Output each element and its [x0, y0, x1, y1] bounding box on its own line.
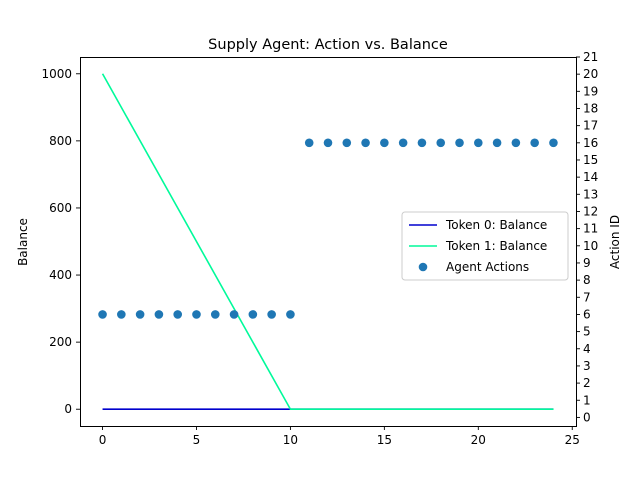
y-tick-label: 200: [49, 335, 72, 349]
action-point: [173, 310, 182, 319]
y2-tick-label: 6: [583, 307, 591, 321]
action-point: [380, 138, 389, 148]
x-tick-label: 10: [283, 433, 298, 447]
series-line-1: [101, 73, 554, 411]
action-point: [455, 138, 464, 148]
y2-tick-label: 17: [583, 119, 598, 133]
x-tick-label: 0: [99, 433, 107, 447]
x-tick-label: 20: [471, 433, 486, 447]
action-point: [154, 310, 164, 319]
action-point: [436, 138, 446, 148]
action-point: [192, 310, 201, 319]
action-point: [398, 138, 408, 148]
y2-tick-label: 15: [583, 153, 598, 167]
action-point: [304, 138, 314, 148]
y2-tick-label: 18: [583, 101, 598, 115]
y2-tick-label: 10: [583, 239, 598, 253]
y2-tick-label: 19: [583, 84, 598, 98]
legend-label: Token 1: Balance: [445, 239, 547, 253]
action-point: [323, 138, 333, 148]
y2-tick-label: 4: [583, 342, 591, 356]
y2-tick-label: 2: [583, 376, 591, 390]
y-axis-left: 0 200 400 600 800 1000: [41, 67, 80, 416]
action-point: [474, 138, 483, 148]
action-point: [117, 310, 126, 319]
action-point: [492, 138, 502, 148]
legend-label: Agent Actions: [446, 260, 529, 274]
action-point: [135, 310, 145, 319]
chart-title: Supply Agent: Action vs. Balance: [208, 37, 448, 53]
legend-frame: [401, 211, 569, 281]
action-point: [248, 310, 258, 319]
y2-tick-label: 16: [583, 136, 598, 150]
action-point: [229, 310, 239, 319]
y2-tick-label: 11: [583, 222, 598, 236]
y2-tick-label: 5: [583, 325, 591, 339]
x-tick-label: 5: [193, 433, 201, 447]
y2-tick-label: 0: [583, 410, 591, 424]
x-tick-label: 15: [377, 433, 392, 447]
x-axis: 0 5 10 15 20 25: [99, 426, 580, 447]
x-tick-label: 25: [565, 433, 580, 447]
action-point: [549, 138, 558, 148]
y-tick-label: 800: [49, 134, 72, 148]
y2-tick-label: 12: [583, 204, 598, 218]
y-axis-label: Balance: [16, 218, 30, 266]
action-point: [417, 138, 427, 148]
y2-tick-label: 8: [583, 273, 591, 287]
action-point: [361, 138, 370, 148]
plot-area: [98, 73, 558, 411]
action-point: [342, 138, 352, 148]
action-point: [98, 310, 107, 319]
y2-tick-label: 14: [583, 170, 598, 184]
y2-tick-label: 7: [583, 290, 591, 304]
plot-frame: [80, 57, 577, 427]
y-tick-label: 600: [49, 201, 72, 215]
action-point: [267, 310, 276, 319]
y-tick-label: 1000: [41, 67, 72, 81]
y2-tick-label: 1: [583, 393, 591, 407]
legend: Token 0: Balance Token 1: Balance Agent Ac…: [401, 211, 569, 281]
legend-swatch-2: [418, 262, 428, 272]
y2-tick-label: 3: [583, 359, 591, 373]
y2-tick-label: 21: [583, 50, 598, 64]
action-point: [511, 138, 521, 148]
y2-tick-label: 13: [583, 187, 598, 201]
action-point: [530, 138, 539, 148]
y2-tick-label: 9: [583, 256, 591, 270]
action-point: [210, 310, 220, 319]
y2-tick-label: 20: [583, 67, 598, 81]
legend-label: Token 0: Balance: [445, 218, 547, 232]
action-point: [286, 310, 295, 319]
y-tick-label: 0: [64, 402, 72, 416]
y-tick-label: 400: [49, 268, 72, 282]
y2-axis-label: Action ID: [608, 215, 622, 269]
